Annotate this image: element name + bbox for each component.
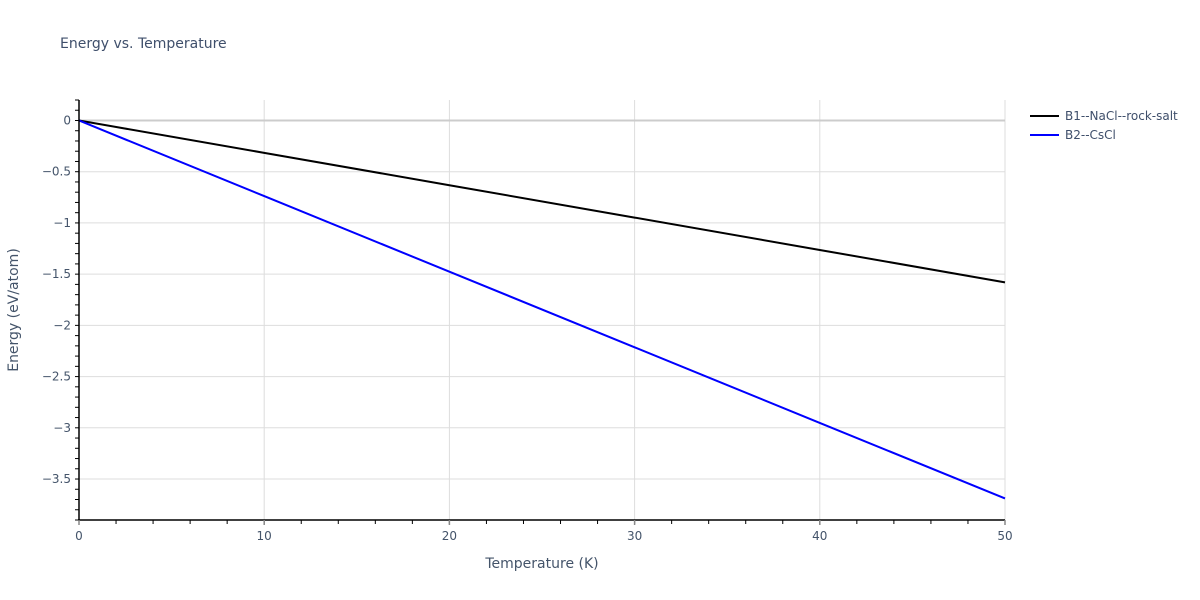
x-tick-label: 40 [812, 529, 827, 543]
y-tick-label: −0.5 [42, 165, 71, 179]
legend-swatch-b1 [1030, 114, 1059, 117]
x-tick-label: 0 [75, 529, 83, 543]
y-tick-label: −2.5 [42, 370, 71, 384]
x-tick-label: 20 [442, 529, 457, 543]
y-tick-label: −3.5 [42, 472, 71, 486]
legend: B1--NaCl--rock-salt B2--CsCl [1030, 106, 1178, 144]
x-tick-label: 30 [627, 529, 642, 543]
y-axis-title: Energy (eV/atom) [6, 248, 22, 372]
y-tick-label: −1 [53, 216, 71, 230]
x-tick-label: 10 [257, 529, 272, 543]
axes: 0 −0.5 −1 −1.5 −2 −2.5 −3 −3.5 0 10 20 30 40 50 [42, 99, 1013, 543]
y-tick-label: 0 [63, 113, 71, 127]
x-axis-title: Temperature (K) [484, 556, 598, 572]
gridlines [79, 100, 1006, 520]
series-line-2 [78, 119, 1006, 500]
y-tick-label: −3 [53, 421, 71, 435]
legend-swatch-b2 [1030, 133, 1059, 136]
chart-title: Energy vs. Temperature [60, 36, 227, 52]
legend-item-b2[interactable]: B2--CsCl [1030, 125, 1178, 144]
series-line-1 [78, 119, 1006, 284]
y-tick-label: −2 [53, 318, 71, 332]
legend-item-b1[interactable]: B1--NaCl--rock-salt [1030, 106, 1178, 125]
x-tick-label: 50 [997, 529, 1012, 543]
legend-label-b1: B1--NaCl--rock-salt [1065, 108, 1178, 123]
y-tick-label: −1.5 [42, 267, 71, 281]
legend-label-b2: B2--CsCl [1065, 127, 1116, 142]
data-lines [78, 119, 1006, 500]
